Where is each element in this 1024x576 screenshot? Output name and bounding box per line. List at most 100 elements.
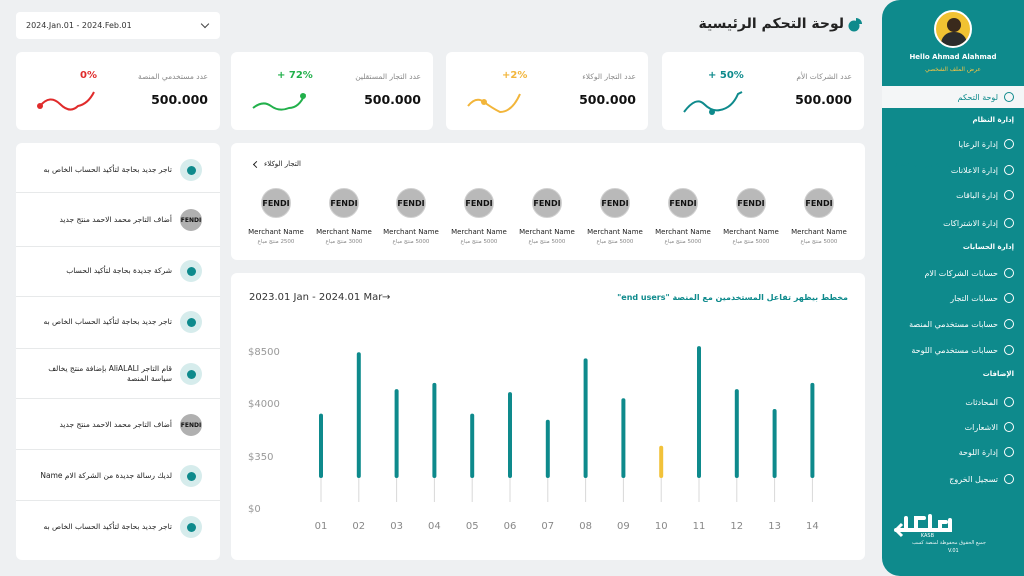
stat-percent: 0%: [80, 70, 97, 81]
divider: [16, 449, 220, 450]
stat-percent: +2%: [502, 70, 528, 81]
list-item[interactable]: لديك رسالة جديدة من الشركة الام Name: [16, 461, 220, 491]
gear-icon: [1004, 447, 1014, 457]
bar-10[interactable]: [659, 445, 664, 478]
list-item[interactable]: تاجر جديد بحاجة لتأكيد الحساب الخاص به: [16, 155, 220, 185]
x-tick-label: 08: [579, 521, 592, 532]
sidebar-item-panel-users[interactable]: حسابات مستخدمي اللوحة: [911, 342, 1014, 358]
sidebar-item-dashboard[interactable]: لوحة التحكم: [958, 89, 1014, 105]
x-tick-label: 02: [352, 521, 365, 532]
list-item[interactable]: FENDI أضاف التاجر محمد الاحمد منتج جديد: [16, 410, 220, 440]
bar-08[interactable]: [583, 358, 588, 478]
x-tick-label: 04: [428, 521, 441, 532]
merchant-item[interactable]: FENDI Merchant Name 3000 منتج مباع: [309, 188, 379, 245]
divider: [16, 246, 220, 247]
stat-percent: + 50%: [708, 70, 744, 81]
fendi-logo: FENDI: [600, 188, 630, 218]
stat-percent: + 72%: [277, 70, 313, 81]
bar-04[interactable]: [432, 382, 437, 478]
engagement-chart-card: [231, 273, 865, 560]
stat-value: 500.000: [795, 92, 852, 107]
bar-11[interactable]: [697, 346, 701, 478]
sidebar-item-sponsors[interactable]: إدارة الرعايا: [958, 136, 1014, 152]
merchant-item[interactable]: FENDI Merchant Name 5000 منتج مباع: [580, 188, 650, 245]
merchant-item[interactable]: FENDI Merchant Name 5000 منتج مباع: [784, 188, 854, 245]
x-tick-label: 11: [693, 521, 706, 532]
y-tick-label: $0: [248, 504, 261, 515]
arrow-right-icon[interactable]: →: [382, 292, 391, 303]
avatar[interactable]: [934, 10, 972, 48]
users-icon: [1004, 139, 1014, 149]
bar-07[interactable]: [545, 419, 550, 478]
x-tick-label: 10: [655, 521, 668, 532]
bar-02[interactable]: [356, 352, 361, 478]
x-tick-label: 01: [315, 521, 328, 532]
stat-card-platform-users: عدد مستخدمي المنصة 500.000 0%: [16, 52, 220, 130]
bar-06[interactable]: [508, 392, 512, 478]
merchant-item[interactable]: FENDI Merchant Name 5000 منتج مباع: [512, 188, 582, 245]
dollar-icon: [1004, 218, 1014, 228]
bar-01[interactable]: [319, 413, 323, 478]
agent-merchants-link[interactable]: التجار الوكلاء: [264, 160, 301, 168]
svg-text:KASB: KASB: [921, 533, 935, 538]
x-tick-label: 14: [806, 521, 819, 532]
merchant-item[interactable]: FENDI Merchant Name 5000 منتج مباع: [376, 188, 446, 245]
nav-active-highlight: [882, 86, 1024, 108]
sidebar-item-chats[interactable]: المحادثات: [965, 394, 1014, 410]
list-item[interactable]: FENDI أضاف التاجر محمد الاحمد منتج جديد: [16, 205, 220, 235]
bar-14[interactable]: [810, 382, 815, 478]
divider: [16, 296, 220, 297]
sidebar-item-merchants[interactable]: حسابات التجار: [950, 290, 1014, 306]
x-tick-label: 09: [617, 521, 630, 532]
package-icon: [1004, 190, 1014, 200]
list-item[interactable]: تاجر جديد بحاجة لتأكيد الحساب الخاص به: [16, 512, 220, 542]
list-item[interactable]: شركة جديدة بحاجة لتأكيد الحساب: [16, 256, 220, 286]
trend-wave-icon: [467, 93, 521, 114]
list-item[interactable]: تاجر جديد بحاجة لتأكيد الحساب الخاص به: [16, 307, 220, 337]
stat-label: عدد الشركات الأم: [796, 72, 852, 81]
trend-wave-icon: [252, 93, 306, 111]
trend-wave-icon: [37, 91, 95, 111]
users-icon: [180, 516, 202, 538]
fendi-logo: FENDI: [396, 188, 426, 218]
stat-card-agent-merchants: عدد التجار الوكلاء 500.000 +2%: [446, 52, 648, 130]
bar-09[interactable]: [621, 398, 626, 478]
logout-icon: [1004, 474, 1014, 484]
list-item[interactable]: قام التاجر AliALALI بإضافة منتج يخالف سي…: [16, 356, 220, 392]
sidebar-item-notifications[interactable]: الاشعارات: [965, 419, 1014, 435]
merchant-item[interactable]: FENDI Merchant Name 2500 منتج مباع: [241, 188, 311, 245]
page-title: لوحة التحكم الرئيسية: [698, 16, 844, 32]
sidebar: Hello Ahmad Alahmad عرض الملف الشخصي لوح…: [882, 0, 1024, 576]
x-tick-label: 06: [504, 521, 517, 532]
y-tick-label: $4000: [248, 399, 280, 410]
sidebar-item-logout[interactable]: تسجيل الخروج: [949, 471, 1014, 487]
merchant-item[interactable]: FENDI Merchant Name 5000 منتج مباع: [716, 188, 786, 245]
y-tick-label: $350: [248, 452, 273, 463]
chart-title: مخطط بيظهر تفاعل المستخدمين مع المنصة "e…: [617, 293, 848, 302]
merchant-item[interactable]: FENDI Merchant Name 5000 منتج مباع: [444, 188, 514, 245]
merchant-item[interactable]: FENDI Merchant Name 5000 منتج مباع: [648, 188, 718, 245]
kasb-logo: KASB: [894, 514, 952, 538]
sidebar-heading-accounts: إدارة الحسابات: [962, 243, 1014, 251]
bar-05[interactable]: [470, 413, 475, 478]
bar-13[interactable]: [772, 409, 777, 478]
chat-icon: [180, 465, 202, 487]
engagement-bar-chart: $8500 $4000 $350 $0 01 02 03 04 05 06 07 08 09 10 11 12…: [248, 346, 819, 532]
fendi-logo: FENDI: [261, 188, 291, 218]
megaphone-icon: [1004, 165, 1014, 175]
sidebar-item-ads[interactable]: إدارة الاعلانات: [951, 162, 1014, 178]
sidebar-item-parent-companies[interactable]: حسابات الشركات الام: [924, 265, 1014, 281]
sidebar-item-platform-users[interactable]: حسابات مستخدمي المنصة: [909, 316, 1014, 332]
x-tick-label: 03: [390, 521, 403, 532]
fendi-logo: FENDI: [532, 188, 562, 218]
divider: [16, 500, 220, 501]
sidebar-item-subscriptions[interactable]: إدارة الاشتراكات: [943, 215, 1014, 231]
date-range-select[interactable]: 2024.Jan.01 - 2024.Feb.01: [16, 12, 220, 39]
stat-value: 500.000: [151, 92, 208, 107]
sidebar-item-panel-settings[interactable]: إدارة اللوحة: [959, 444, 1014, 460]
sidebar-item-packages[interactable]: إدارة الباقات: [956, 187, 1014, 203]
bar-12[interactable]: [734, 389, 739, 478]
bar-03[interactable]: [394, 389, 399, 478]
fendi-logo: FENDI: [329, 188, 359, 218]
view-profile-link[interactable]: عرض الملف الشخصي: [924, 66, 982, 73]
